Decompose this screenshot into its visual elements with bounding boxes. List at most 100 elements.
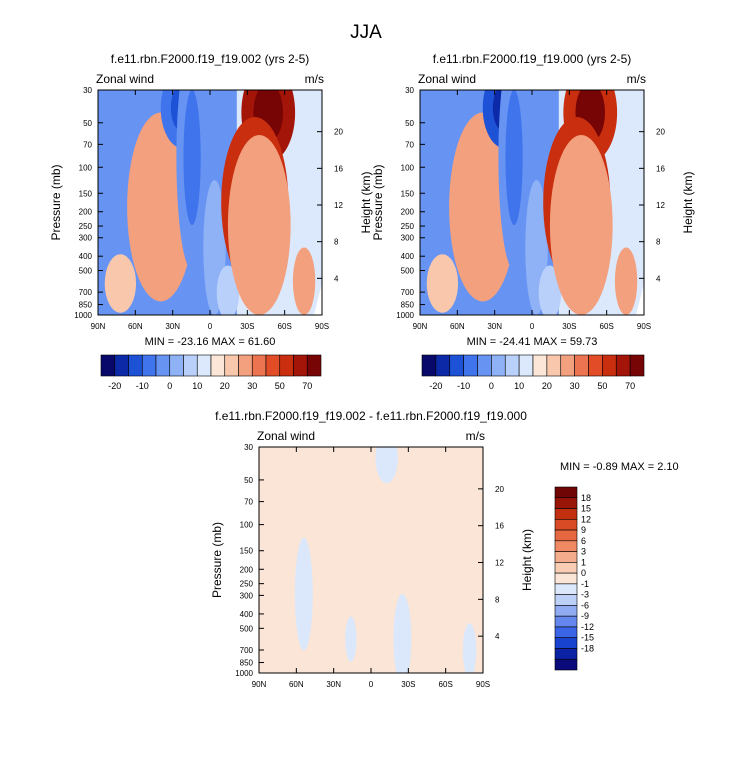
missing-data-region (314, 283, 322, 315)
contour-region (462, 623, 477, 673)
y-tick-label: 70 (405, 140, 414, 149)
x-tick-label: 30N (326, 680, 341, 689)
units-label: m/s (627, 72, 646, 86)
x-tick-label: 90N (91, 322, 106, 331)
contour-region (145, 180, 163, 234)
y2-tick-label: 12 (334, 201, 343, 210)
variable-label: Zonal wind (257, 429, 315, 443)
colorbar-label: 12 (581, 514, 591, 524)
y2-tick-label: 20 (495, 485, 504, 494)
colorbar: -20 -10 0 10 20 30 50 70 (421, 354, 645, 391)
y2-tick-label: 8 (656, 238, 661, 247)
x-tick-label: 60S (600, 322, 614, 331)
y2-tick-label: 8 (334, 238, 339, 247)
colorbar-box (554, 615, 578, 628)
colorbar-box (602, 354, 617, 377)
y-tick-label: 300 (79, 234, 93, 243)
contour-region (345, 616, 357, 662)
y2-tick-label: 4 (334, 274, 339, 283)
x-tick-label: 60S (439, 680, 453, 689)
y2-tick-label: 16 (495, 522, 504, 531)
figure-title: JJA (350, 22, 382, 43)
colorbar: -20 -10 0 10 20 30 50 70 (100, 354, 322, 391)
y2-axis-label: Height (km) (520, 529, 534, 591)
contour-field (259, 447, 483, 673)
y2-tick-label: 4 (495, 632, 500, 641)
colorbar-box (238, 354, 253, 377)
y-axis-label: Pressure (mb) (49, 164, 63, 240)
contour-region (426, 254, 459, 313)
y-tick-label: 300 (240, 591, 254, 600)
colorbar-box (141, 354, 157, 377)
colorbar-box (265, 354, 281, 377)
colorbar-label: 3 (581, 547, 586, 557)
panel-1: f.e11.rbn.F2000.f19_f19.002 (yrs 2-5) Zon… (49, 52, 373, 391)
y-tick-label: 100 (240, 521, 254, 530)
colorbar-box (554, 562, 578, 574)
y2-tick-label: 8 (495, 595, 500, 604)
y-tick-label: 850 (401, 301, 415, 310)
x-tick-label: 90S (476, 680, 490, 689)
colorbar-box (306, 354, 322, 377)
contour-region (312, 447, 363, 502)
colorbar-box (554, 658, 578, 671)
units-label: m/s (305, 72, 324, 86)
colorbar-box (574, 354, 589, 377)
contour-core (505, 90, 523, 225)
panel-3-difference: f.e11.rbn.F2000.f19_f19.002 - f.e11.rbn.… (210, 409, 679, 689)
colorbar-box (554, 486, 578, 499)
colorbar-box (128, 354, 143, 377)
y-tick-label: 500 (401, 267, 415, 276)
colorbar-label: -18 (581, 643, 594, 653)
y-tick-label: 700 (79, 288, 93, 297)
colorbar-label: 9 (581, 525, 586, 535)
panel-title: f.e11.rbn.F2000.f19_f19.000 (yrs 2-5) (433, 52, 632, 66)
contour-region (104, 254, 137, 313)
colorbar-label: 20 (542, 381, 552, 391)
y-tick-label: 200 (401, 208, 415, 217)
colorbar-label: 70 (625, 381, 635, 391)
colorbar-label: -10 (457, 381, 470, 391)
colorbar-label: 0 (581, 568, 586, 578)
colorbar-box (554, 540, 578, 552)
y-tick-label: 150 (79, 189, 93, 198)
y2-axis-label: Height (km) (681, 171, 695, 233)
y-tick-label: 1000 (396, 311, 414, 320)
colorbar-box (196, 354, 212, 377)
y-tick-label: 400 (240, 610, 254, 619)
colorbar-box (615, 354, 631, 377)
colorbar-box (251, 354, 267, 377)
colorbar-box (554, 648, 578, 660)
colorbar-box (518, 354, 534, 377)
y-tick-label: 250 (240, 580, 254, 589)
contour-region (467, 180, 485, 234)
panel-2: f.e11.rbn.F2000.f19_f19.000 (yrs 2-5) Zon… (371, 52, 695, 391)
colorbar-label: -9 (581, 611, 589, 621)
y2-tick-label: 16 (656, 164, 665, 173)
y-tick-label: 50 (244, 476, 253, 485)
colorbar-box (491, 354, 506, 377)
colorbar-label: 0 (489, 381, 494, 391)
y-tick-label: 250 (401, 222, 415, 231)
y-tick-label: 300 (401, 234, 415, 243)
y2-tick-label: 20 (656, 128, 665, 137)
contour-region (294, 537, 313, 651)
y-axis-label: Pressure (mb) (210, 522, 224, 598)
colorbar-box (293, 354, 308, 377)
variable-label: Zonal wind (418, 72, 476, 86)
colorbar-box (554, 637, 578, 649)
colorbar-box (554, 626, 578, 639)
y-tick-label: 150 (240, 547, 254, 556)
colorbar-box (554, 529, 578, 542)
colorbar-box (210, 354, 226, 377)
colorbar-label: 30 (247, 381, 257, 391)
x-tick-label: 30N (487, 322, 502, 331)
y-tick-label: 150 (401, 189, 415, 198)
contour-region (265, 501, 289, 673)
colorbar-label: 18 (581, 493, 591, 503)
y2-tick-label: 4 (656, 274, 661, 283)
y-tick-label: 500 (240, 624, 254, 633)
colorbar-label: 0 (167, 381, 172, 391)
